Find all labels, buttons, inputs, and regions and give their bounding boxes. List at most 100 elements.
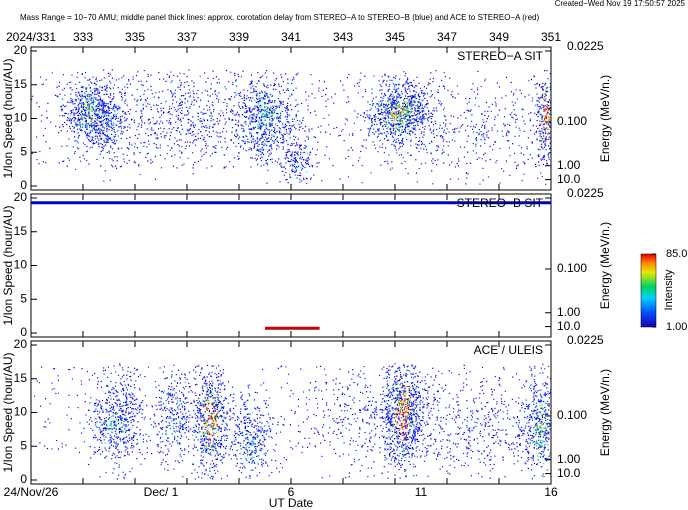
density-dot [99, 108, 101, 110]
density-dot [79, 102, 81, 105]
density-dot [62, 115, 64, 117]
density-dot [77, 137, 79, 139]
density-dot [266, 114, 268, 116]
density-dot [396, 115, 398, 117]
density-dot [542, 124, 544, 126]
density-dot [462, 124, 464, 126]
density-dot [346, 102, 348, 104]
density-dot [411, 104, 413, 106]
density-dot [521, 179, 523, 182]
density-dot [126, 436, 128, 438]
density-dot [384, 118, 386, 120]
density-dot [93, 453, 95, 455]
density-dot [74, 103, 76, 105]
density-dot [516, 118, 518, 120]
density-dot [379, 146, 381, 148]
density-dot [423, 143, 425, 145]
density-dot [162, 90, 164, 92]
density-dot [85, 135, 87, 137]
density-dot [489, 159, 491, 161]
density-dot [282, 80, 284, 83]
density-dot [112, 415, 114, 417]
density-dot [399, 118, 401, 120]
density-dot [141, 115, 143, 117]
density-dot [386, 112, 388, 114]
density-dot [406, 114, 409, 116]
density-dot [444, 88, 446, 90]
density-dot [101, 115, 103, 117]
density-dot [139, 374, 141, 376]
density-dot [419, 118, 421, 121]
density-dot [231, 110, 234, 112]
density-dot [253, 107, 255, 109]
density-dot [113, 435, 115, 437]
density-dot [533, 75, 535, 77]
density-dot [114, 462, 116, 464]
density-dot [286, 105, 288, 107]
density-dot [241, 140, 243, 142]
density-dot [93, 101, 95, 103]
density-dot [543, 120, 545, 122]
density-dot [258, 79, 260, 82]
density-dot [299, 181, 301, 183]
density-dot [264, 72, 266, 74]
density-dot [408, 133, 410, 135]
density-dot [293, 135, 295, 137]
density-dot [117, 130, 119, 132]
density-dot [105, 141, 107, 144]
density-dot [205, 147, 207, 149]
density-dot [115, 444, 117, 446]
density-dot [401, 131, 403, 133]
density-dot [131, 427, 133, 429]
density-dot [162, 459, 164, 461]
density-dot [260, 128, 262, 131]
density-dot [89, 117, 92, 119]
density-dot [235, 130, 237, 132]
density-dot [431, 95, 433, 97]
density-dot [297, 161, 299, 163]
density-dot [182, 427, 184, 429]
density-dot [452, 96, 454, 98]
density-dot [51, 72, 53, 74]
density-dot [185, 397, 187, 399]
density-dot [221, 131, 224, 133]
density-dot [264, 103, 266, 105]
density-dot [269, 125, 271, 128]
density-dot [91, 130, 93, 133]
density-dot [183, 416, 185, 418]
density-dot [117, 135, 119, 137]
density-dot [385, 134, 387, 136]
density-dot [128, 434, 130, 436]
density-dot [424, 117, 427, 119]
density-dot [210, 117, 212, 119]
density-dot [386, 80, 388, 82]
density-dot [262, 122, 264, 125]
density-dot [141, 110, 143, 112]
density-dot [146, 440, 148, 442]
panel-title: STEREO−B SIT [457, 196, 544, 210]
density-dot [421, 106, 423, 108]
density-dot [273, 140, 275, 142]
density-dot [74, 99, 76, 101]
density-dot [211, 115, 213, 117]
density-dot [66, 130, 68, 132]
density-dot [183, 95, 185, 97]
density-dot [135, 433, 137, 435]
density-dot [443, 138, 445, 140]
density-dot [192, 167, 194, 169]
density-dot [92, 122, 94, 124]
density-dot [428, 82, 430, 84]
density-dot [105, 472, 107, 474]
density-dot [472, 128, 474, 130]
density-dot [542, 99, 545, 101]
density-dot [424, 113, 426, 115]
density-dot [166, 132, 168, 134]
density-dot [542, 148, 544, 150]
density-dot [552, 116, 553, 117]
density-dot [145, 433, 147, 435]
density-dot [300, 122, 302, 124]
density-dot [261, 156, 263, 158]
density-dot [100, 99, 102, 102]
density-dot [102, 433, 104, 435]
density-dot [73, 127, 75, 129]
